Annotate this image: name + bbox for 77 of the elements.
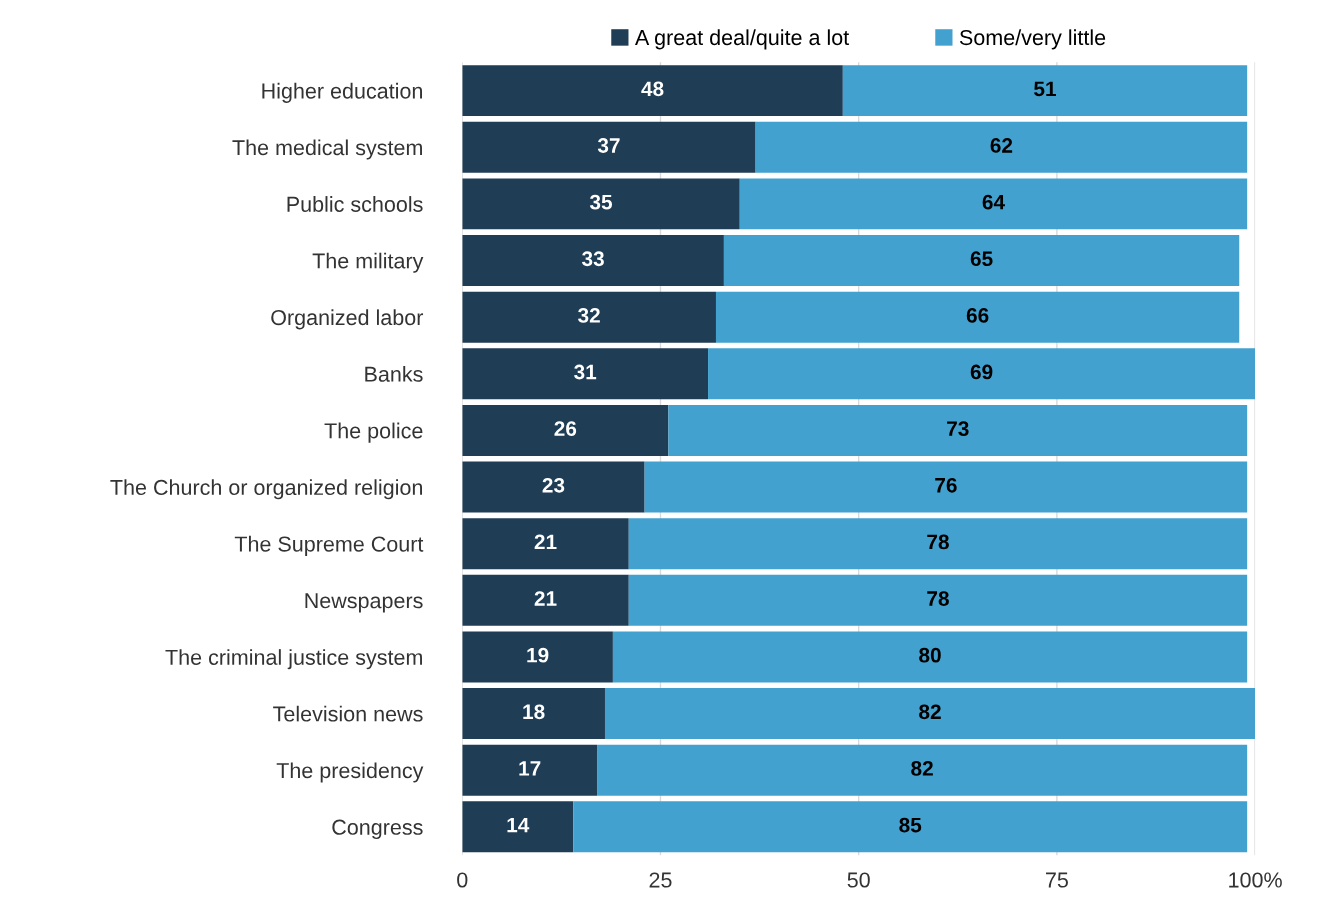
data-label: 78 [927, 534, 949, 550]
y-tick-label: The medical system [232, 139, 422, 160]
bar [462, 291, 716, 343]
bar [462, 235, 724, 286]
x-tick-label: 25 [649, 872, 672, 888]
data-label: 82 [919, 704, 941, 720]
y-tick-label: Higher education [262, 82, 422, 103]
y-tick-label: Banks [365, 365, 423, 382]
data-label: 32 [578, 307, 600, 323]
data-label: 85 [899, 817, 922, 833]
data-label: 65 [970, 251, 993, 267]
data-label: 69 [970, 364, 993, 380]
data-label: 37 [597, 138, 620, 153]
data-label: 80 [919, 647, 941, 663]
bar [462, 178, 740, 230]
data-label: 76 [935, 477, 957, 493]
data-label: 51 [1034, 81, 1057, 97]
x-tick-label: 75 [1046, 872, 1068, 888]
bar [715, 291, 1240, 343]
x-tick-label: 0 [457, 872, 468, 888]
data-label: 82 [911, 761, 933, 776]
bar [462, 688, 605, 740]
bar [462, 574, 629, 626]
bar [644, 461, 1248, 513]
data-label: 66 [966, 307, 989, 323]
data-label: 17 [519, 761, 541, 776]
bar [708, 348, 1256, 400]
data-label: 14 [507, 817, 530, 833]
data-label: 26 [554, 421, 577, 436]
bar [668, 404, 1248, 456]
bar [723, 235, 1240, 286]
bar [462, 518, 629, 570]
data-label: 23 [542, 477, 565, 493]
data-label: 21 [534, 591, 557, 606]
data-label: 33 [581, 251, 604, 267]
bar [628, 574, 1248, 626]
data-label: 62 [990, 138, 1013, 153]
bar [462, 348, 709, 400]
data-label: 19 [527, 647, 549, 663]
y-tick-label: Congress [332, 819, 423, 840]
y-tick-label: Organized labor [271, 309, 424, 330]
bar [462, 404, 669, 456]
bar [462, 744, 598, 796]
data-label: 64 [982, 194, 1005, 210]
bar [612, 631, 1248, 683]
bar [628, 518, 1248, 570]
bar [462, 801, 574, 853]
data-label: 31 [574, 364, 597, 380]
data-label: 35 [589, 194, 613, 210]
y-tick-label: The police [324, 422, 423, 443]
legend-label: Some/very little [959, 29, 1106, 50]
x-tick-label: 100% [1229, 872, 1282, 888]
bar [755, 121, 1248, 173]
data-label: 78 [927, 591, 949, 606]
y-tick-label: Newspapers [305, 593, 423, 613]
y-tick-label: The Church or organized religion [110, 479, 423, 500]
y-tick-label: The presidency [276, 762, 424, 783]
bar [462, 461, 645, 513]
y-tick-label: The criminal justice system [165, 649, 422, 670]
y-tick-label: Television news [273, 705, 423, 722]
x-tick-label: 50 [847, 872, 870, 888]
bar [739, 178, 1248, 230]
data-label: 21 [534, 534, 557, 550]
y-tick-label: The Supreme Court [234, 535, 424, 556]
data-label: 73 [947, 421, 969, 437]
data-label: 48 [641, 81, 664, 97]
y-tick-label: The military [312, 252, 424, 273]
bar [462, 121, 756, 173]
bar [604, 688, 1256, 740]
bar [462, 65, 843, 117]
data-label: 18 [523, 704, 545, 720]
bar [842, 65, 1248, 117]
bar [462, 631, 613, 683]
y-tick-label: Public schools [287, 196, 423, 212]
bar [597, 744, 1248, 796]
legend-label: A great deal/quite a lot [634, 29, 850, 50]
bar [573, 801, 1248, 853]
